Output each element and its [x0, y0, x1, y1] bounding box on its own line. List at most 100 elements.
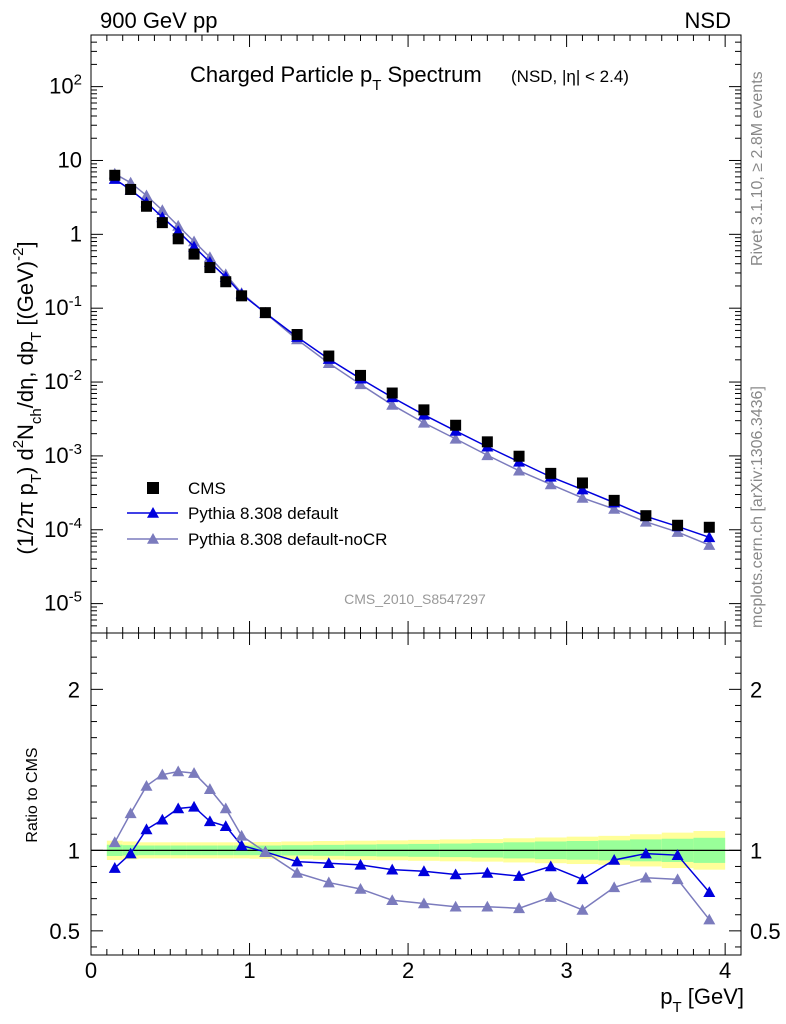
main-y-axis-label-part: ]: [13, 241, 38, 247]
data-point-square: [576, 477, 588, 489]
main-y-axis-label-part: (1/2π p: [13, 483, 38, 554]
ratio-point-triangle: [322, 857, 335, 869]
series-line-1: [114, 178, 710, 539]
main-title-sub: T: [372, 77, 381, 94]
ratio-point-triangle: [576, 873, 589, 885]
data-point-square: [291, 329, 303, 341]
ratio-point-triangle: [449, 900, 462, 912]
main-panel: 10-5 10-4 10-3 10-2 10-1 1 10 102 Charged Parti…: [10, 34, 742, 634]
data-point-square: [220, 276, 232, 288]
data-point-triangle: [354, 378, 367, 390]
legend-label: CMS: [188, 479, 226, 498]
data-point-triangle: [156, 204, 169, 216]
ratio-point-triangle: [386, 863, 399, 875]
ratio-panel: 0.5 0.5 1 1 2 2 0 1 2 3 4 Ratio to CMS pT [GeV]: [24, 632, 781, 1016]
ratio-point-triangle: [417, 897, 430, 909]
ratio-point-triangle: [608, 881, 621, 893]
data-point-square: [545, 467, 557, 479]
ratio-point-triangle: [124, 847, 137, 859]
ratio-point-triangle: [259, 845, 272, 857]
data-point-square: [156, 217, 168, 229]
ratio-point-triangle: [235, 839, 248, 851]
data-point-square: [323, 350, 335, 362]
data-point-triangle: [639, 515, 652, 527]
ratio-point-triangle: [671, 873, 684, 885]
data-point-square: [259, 307, 271, 319]
data-point-square: [672, 519, 684, 531]
data-point-triangle: [703, 539, 716, 550]
ratio-point-triangle: [322, 876, 335, 888]
ratio-y-tick-label-right: 0.5: [750, 919, 781, 944]
main-y-tick-label: 102: [49, 72, 82, 99]
data-point-square: [481, 436, 493, 448]
main-y-tick-label: 10-4: [44, 515, 82, 542]
data-point-square: [513, 450, 525, 462]
header-right: NSD: [685, 8, 731, 33]
data-point-square: [450, 419, 462, 431]
legend-marker-triangle: [147, 533, 159, 544]
legend-label: Pythia 8.308 default: [188, 504, 339, 523]
data-point-triangle: [576, 483, 589, 495]
ratio-point-triangle: [639, 847, 652, 859]
data-point-square: [204, 262, 216, 274]
data-point-triangle: [449, 432, 462, 444]
ratio-point-triangle: [203, 815, 216, 827]
data-point-square: [355, 369, 367, 381]
ratio-point-triangle: [513, 870, 526, 881]
ratio-y-tick-label: 0.5: [49, 919, 80, 944]
ratio-point-triangle: [481, 866, 494, 878]
ratio-point-triangle: [291, 866, 304, 878]
main-y-axis-label-part: T: [28, 474, 45, 483]
ratio-point-triangle: [386, 894, 399, 906]
data-point-triangle: [703, 531, 716, 543]
main-y-tick-label: 1: [70, 221, 82, 246]
main-y-axis-label-part: 2: [10, 440, 27, 448]
main-y-axis-label-part: N: [13, 424, 38, 440]
ratio-point-triangle: [172, 765, 185, 777]
ratio-point-triangle: [291, 855, 304, 867]
mcplots-label: mcplots.cern.ch [arXiv:1306.3436]: [749, 386, 766, 628]
ratio-point-triangle: [219, 820, 232, 831]
x-tick-label: 4: [719, 958, 731, 983]
data-point-triangle: [608, 502, 621, 514]
main-y-axis-label-part: /dη, dp: [13, 341, 38, 408]
data-point-triangle: [386, 398, 399, 410]
x-axis-label: pT [GeV]: [660, 984, 744, 1016]
main-title-after: Spectrum: [381, 62, 481, 87]
main-y-axis-label-part: [(GeV): [13, 261, 38, 332]
ratio-point-triangle: [219, 802, 232, 814]
ratio-point-triangle: [354, 858, 367, 870]
x-tick-label: 0: [85, 958, 97, 983]
ratio-point-triangle: [203, 783, 216, 794]
series-line-2: [114, 173, 710, 546]
data-point-square: [125, 183, 137, 195]
main-y-tick-label: 10-1: [44, 293, 82, 320]
x-tick-label: 3: [560, 958, 572, 983]
data-point-square: [640, 510, 652, 522]
ratio-y-tick-label: 2: [68, 677, 80, 702]
rivet-label: Rivet 3.1.10, ≥ 2.8M events: [749, 71, 766, 266]
data-point-square: [140, 200, 152, 212]
ratio-point-triangle: [172, 802, 185, 814]
x-axis-label-main: p: [660, 984, 672, 1009]
main-title-text: Charged Particle p: [190, 62, 372, 87]
ratio-point-triangle: [481, 900, 494, 912]
ratio-point-triangle: [671, 849, 684, 860]
data-point-square: [172, 233, 184, 245]
ratio-y-tick-label-right: 1: [750, 838, 762, 863]
ratio-point-triangle: [576, 903, 589, 915]
data-point-triangle: [140, 189, 153, 201]
main-y-tick-label: 10: [58, 147, 82, 172]
main-y-axis-label-part: ) d: [13, 448, 38, 474]
data-point-square: [109, 169, 121, 181]
ratio-point-triangle: [354, 882, 367, 894]
x-axis-label-after: [GeV]: [682, 984, 744, 1009]
ratio-point-triangle: [703, 913, 716, 925]
ratio-point-triangle: [449, 868, 462, 880]
ratio-frame: [90, 632, 742, 956]
data-point-square: [188, 248, 200, 260]
ratio-point-triangle: [703, 886, 716, 898]
data-point-square: [703, 521, 715, 533]
data-point-square: [236, 290, 248, 302]
main-title-extra: (NSD, |η| < 2.4): [511, 67, 629, 86]
